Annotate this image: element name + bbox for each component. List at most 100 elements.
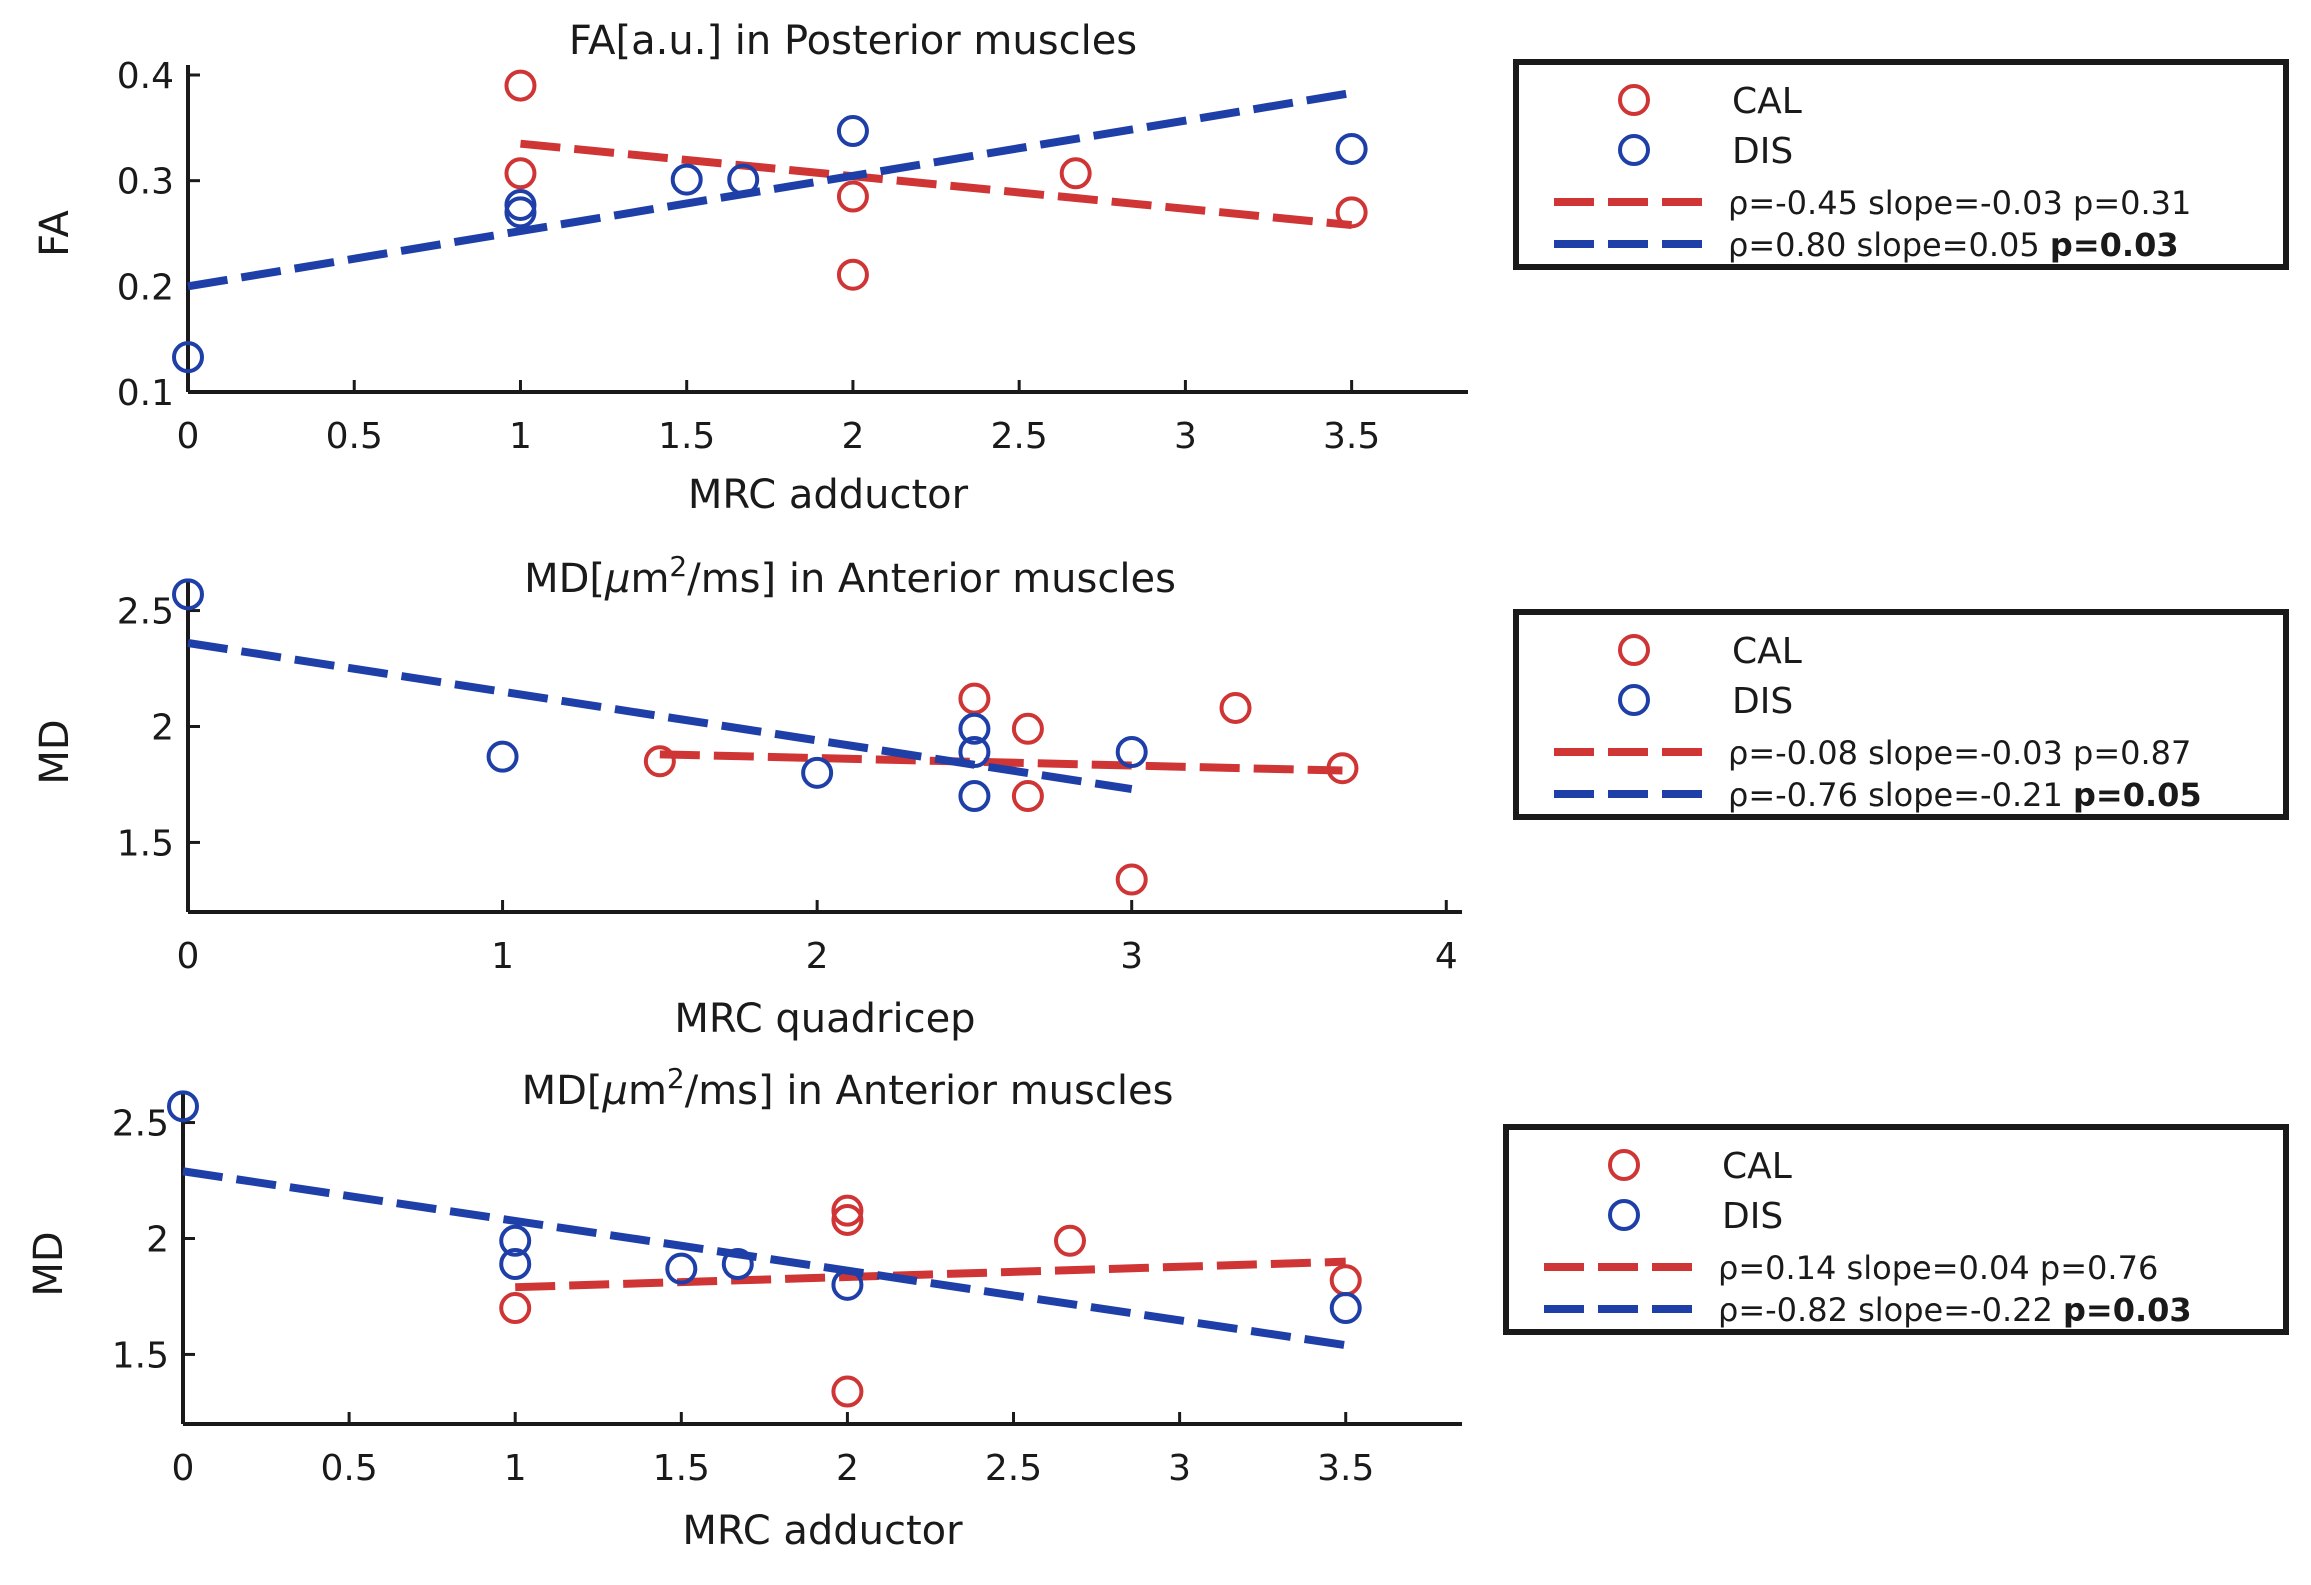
legend-marker-cal — [1618, 634, 1650, 666]
legend-stat-cal: ρ=-0.08 slope=-0.03 p=0.87 — [1728, 734, 2191, 772]
chart-title-part-1: μ — [604, 556, 630, 602]
chart-title-part-4: /ms] in Anterior muscles — [685, 1068, 1174, 1114]
x-tick-label: 0 — [177, 936, 200, 977]
data-point-cal — [1059, 157, 1092, 190]
legend-stat-dis: ρ=0.80 slope=0.05 p=0.03 — [1728, 226, 2179, 264]
legend-stat-bold: p=0.03 — [2050, 226, 2179, 264]
data-point-cal — [1326, 752, 1359, 785]
y-axis-label: FA — [32, 210, 78, 257]
data-point-dis — [727, 163, 760, 196]
data-point-dis — [665, 1252, 698, 1285]
chart-title-part-4: /ms] in Anterior muscles — [687, 556, 1176, 602]
legend-label-dis: DIS — [1732, 681, 1793, 722]
legend: CAL DIS ρ=-0.08 slope=-0.03 p=0.87 ρ=-0.76 … — [1513, 609, 2289, 820]
legend-label-dis: DIS — [1722, 1196, 1783, 1237]
y-tick-label: 0.3 — [117, 162, 174, 203]
chart-title-part-0: MD[ — [522, 1068, 603, 1114]
legend-label-cal: CAL — [1732, 631, 1802, 672]
chart-title: FA[a.u.] in Posterior muscles — [569, 18, 1137, 64]
legend-stat-text: ρ=-0.82 slope=-0.22 — [1718, 1291, 2063, 1329]
data-point-dis — [1115, 736, 1148, 768]
data-point-dis — [801, 756, 834, 789]
legend-stat-text: ρ=0.14 slope=0.04 p=0.76 — [1718, 1249, 2158, 1287]
legend: CAL DIS ρ=0.14 slope=0.04 p=0.76 ρ=-0.82 sl… — [1503, 1124, 2289, 1335]
legend-stat-text: ρ=-0.76 slope=-0.21 — [1728, 776, 2073, 814]
data-point-dis — [1329, 1292, 1362, 1325]
legend-stat-text: ρ=0.80 slope=0.05 — [1728, 226, 2050, 264]
data-point-dis — [172, 341, 204, 374]
x-tick-label: 0 — [172, 1448, 195, 1489]
y-tick-label: 0.4 — [117, 56, 174, 97]
data-point-dis — [1335, 132, 1368, 165]
data-point-dis — [499, 1248, 532, 1280]
y-tick-label: 2.5 — [117, 592, 174, 633]
legend-stat-text: ρ=-0.08 slope=-0.03 p=0.87 — [1728, 734, 2191, 772]
data-point-dis — [499, 1224, 532, 1257]
x-tick-label: 2.5 — [985, 1448, 1042, 1489]
x-tick-label: 1 — [491, 936, 514, 977]
legend-label-dis: DIS — [1732, 131, 1793, 172]
chart-title-part-1: μ — [601, 1068, 627, 1114]
x-tick-label: 3 — [1120, 936, 1143, 977]
chart-title-part-3: 2 — [669, 550, 687, 583]
legend-marker-dis — [1618, 684, 1650, 716]
legend-label-cal: CAL — [1732, 81, 1802, 122]
legend-stat-bold: p=0.05 — [2073, 776, 2202, 814]
fit-line-dis — [187, 89, 1353, 291]
chart-title-part-3: 2 — [667, 1062, 685, 1095]
data-point-cal — [1115, 863, 1148, 896]
y-tick-label: 2.5 — [112, 1104, 169, 1145]
y-tick-label: 1.5 — [112, 1335, 169, 1376]
x-tick-label: 1.5 — [658, 416, 715, 457]
data-point-cal — [831, 1375, 864, 1408]
data-point-cal — [831, 1194, 864, 1227]
legend: CAL DIS ρ=-0.45 slope=-0.03 p=0.31 ρ=0.80 s… — [1513, 59, 2289, 270]
y-tick-label: 2 — [151, 707, 174, 748]
data-point-cal — [836, 258, 869, 291]
x-tick-label: 0.5 — [320, 1448, 377, 1489]
x-tick-label: 3 — [1168, 1448, 1191, 1489]
fit-line-cal — [520, 139, 1353, 230]
chart-title-part-2: m — [630, 556, 669, 602]
chart-title: MD[μm2/ms] in Anterior muscles — [522, 1062, 1174, 1115]
x-tick-label: 3.5 — [1323, 416, 1380, 457]
legend-stat-bold: p=0.03 — [2063, 1291, 2192, 1329]
data-point-cal — [1053, 1224, 1086, 1257]
x-tick-label: 3.5 — [1317, 1448, 1374, 1489]
data-point-dis — [958, 780, 991, 813]
data-point-cal — [499, 1292, 532, 1325]
y-tick-label: 0.1 — [117, 373, 174, 414]
data-point-dis — [504, 196, 537, 229]
data-point-dis — [958, 736, 991, 768]
x-tick-label: 2.5 — [991, 416, 1048, 457]
data-point-cal — [836, 180, 869, 213]
legend-stat-dis: ρ=-0.82 slope=-0.22 p=0.03 — [1718, 1291, 2192, 1329]
data-point-cal — [643, 745, 676, 778]
legend-marker-cal — [1618, 84, 1650, 116]
data-point-dis — [831, 1268, 864, 1301]
x-axis-label: MRC adductor — [682, 1508, 963, 1554]
legend-label-cal: CAL — [1722, 1146, 1792, 1187]
x-tick-label: 2 — [806, 936, 829, 977]
data-point-dis — [721, 1248, 754, 1280]
legend-box — [1513, 59, 2289, 270]
data-point-dis — [172, 578, 204, 611]
x-tick-label: 0 — [177, 416, 200, 457]
chart-title-part-0: MD[ — [524, 556, 605, 602]
data-point-cal — [831, 1203, 864, 1236]
data-point-dis — [958, 712, 991, 745]
y-axis-label: MD — [26, 1231, 72, 1296]
data-point-cal — [504, 69, 537, 102]
fit-line-dis — [182, 1167, 1347, 1350]
y-axis-label: MD — [32, 719, 78, 784]
x-tick-label: 2 — [836, 1448, 859, 1489]
x-axis-label: MRC quadricep — [674, 996, 975, 1042]
legend-stat-text: ρ=-0.45 slope=-0.03 p=0.31 — [1728, 184, 2191, 222]
x-tick-label: 1 — [509, 416, 532, 457]
data-point-dis — [670, 163, 703, 196]
data-point-dis — [167, 1090, 199, 1123]
fit-line-cal — [659, 750, 1343, 775]
legend-stat-dis: ρ=-0.76 slope=-0.21 p=0.05 — [1728, 776, 2202, 814]
